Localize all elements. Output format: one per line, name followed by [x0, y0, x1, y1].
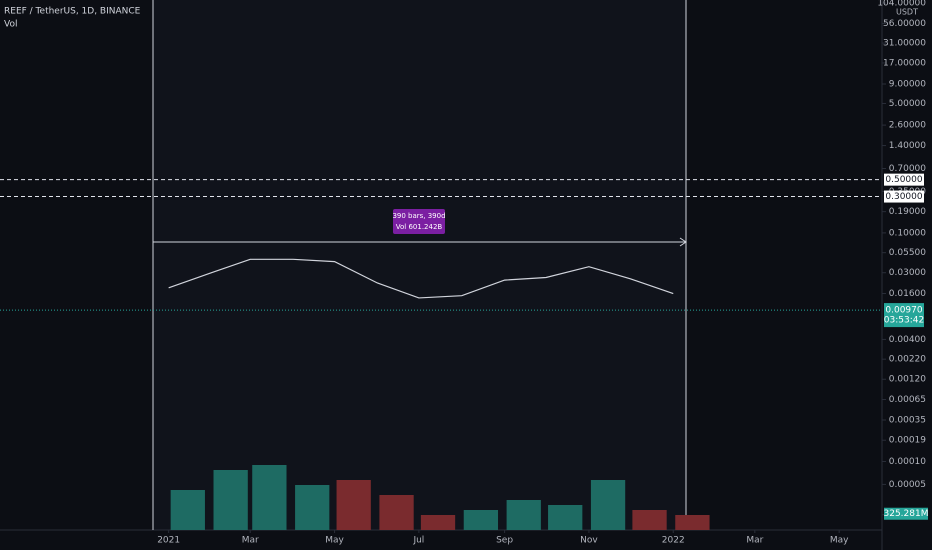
- volume-bar: [295, 485, 330, 530]
- countdown: 03:53:42: [884, 316, 924, 326]
- x-tick-label: 2021: [157, 536, 180, 546]
- measure-bars: 390 bars, 390d: [392, 212, 445, 220]
- y-tick-label: 0.05500: [889, 248, 926, 258]
- hline-label-box: [884, 190, 924, 203]
- volume-bar: [170, 490, 205, 530]
- x-tick-label: 2022: [662, 536, 685, 546]
- measure-volume: Vol 601.242B: [396, 223, 443, 231]
- y-tick-label: 0.10000: [889, 228, 926, 238]
- volume-bar: [213, 470, 248, 530]
- volume-bar: [252, 465, 287, 530]
- y-tick-label: 0.00019: [889, 436, 926, 446]
- y-tick-label: 0.19000: [889, 207, 926, 217]
- measure-area: [153, 0, 686, 530]
- y-tick-label: 0.00010: [889, 457, 926, 467]
- x-tick-label: May: [830, 536, 849, 546]
- y-tick-label: 0.03000: [889, 268, 926, 278]
- y-tick-label: 0.00220: [889, 355, 926, 365]
- x-tick-label: Jul: [412, 536, 424, 546]
- x-tick-label: Mar: [242, 536, 259, 546]
- last-volume-label: 325.281M: [884, 509, 929, 519]
- y-tick-label: 0.01600: [889, 289, 926, 299]
- last-price-box: [884, 303, 924, 328]
- volume-bar: [463, 510, 499, 530]
- y-tick-label: 5.00000: [889, 99, 926, 109]
- volume-bar: [336, 480, 371, 530]
- hline-label-box: [884, 173, 924, 186]
- y-tick-label: 0.00035: [889, 416, 926, 426]
- volume-bar: [506, 500, 541, 530]
- x-tick-label: Mar: [746, 536, 763, 546]
- volume-bar: [379, 495, 414, 530]
- y-tick-label: 56.00000: [883, 19, 926, 29]
- y-tick-label: 17.00000: [883, 58, 926, 68]
- volume-title: Vol: [4, 20, 17, 30]
- volume-bar: [548, 505, 583, 530]
- volume-bar: [590, 480, 626, 530]
- measure-label: [393, 209, 445, 234]
- unit-label: USDT: [896, 8, 918, 17]
- y-tick-label: 9.00000: [889, 80, 926, 90]
- hline-label: 0.30000: [885, 192, 922, 202]
- x-tick-label: May: [325, 536, 344, 546]
- y-tick-label: 31.00000: [883, 39, 926, 49]
- hline-label: 0.50000: [885, 175, 922, 185]
- price-line: [168, 258, 674, 299]
- x-tick-label: Nov: [580, 536, 598, 546]
- volume-bar: [675, 515, 710, 530]
- y-tick-label: 104.00000: [877, 0, 926, 9]
- symbol-title: REEF / TetherUS, 1D, BINANCE: [4, 7, 141, 17]
- y-tick-label: 0.00120: [889, 375, 926, 385]
- last-price-label: 0.00970: [885, 306, 922, 316]
- volume-bar: [632, 510, 667, 530]
- y-tick-label: 0.00400: [889, 335, 926, 345]
- last-volume-box: [884, 507, 928, 520]
- y-tick-label: 0.70000: [889, 164, 926, 174]
- y-tick-label: 0.00005: [889, 480, 926, 490]
- y-tick-label: 1.40000: [889, 141, 926, 151]
- measure-arrowhead: [679, 237, 687, 247]
- x-tick-label: Sep: [496, 536, 513, 546]
- volume-bar: [420, 515, 456, 530]
- y-tick-label: 2.60000: [889, 121, 926, 131]
- y-tick-label: 0.00065: [889, 395, 926, 405]
